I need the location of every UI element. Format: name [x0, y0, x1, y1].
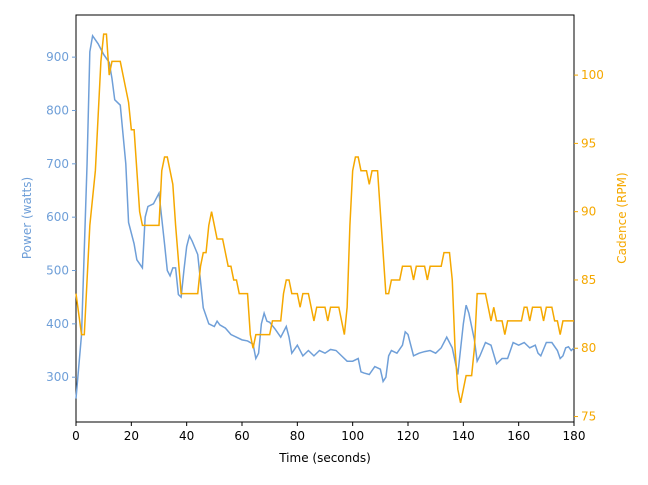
x-tick-label: 20 [124, 429, 139, 443]
x-tick-label: 160 [507, 429, 530, 443]
x-tick-label: 120 [397, 429, 420, 443]
x-tick-label: 40 [179, 429, 194, 443]
y-axis-label: Power (watts) [20, 177, 34, 259]
plot-frame [75, 14, 575, 423]
y2-axis-label: Cadence (RPM) [615, 172, 629, 263]
y2-tick-label: 90 [581, 205, 596, 219]
x-tick-label: 140 [452, 429, 475, 443]
x-tick-label: 80 [290, 429, 305, 443]
y2-tick-label: 85 [581, 273, 596, 287]
y2-tick-label: 95 [581, 136, 596, 150]
line [75, 33, 574, 404]
y-tick-label: 400 [46, 317, 69, 331]
x-tick-label: 60 [234, 429, 249, 443]
y2-tick-label: 75 [581, 410, 596, 424]
x-tick-label: 180 [563, 429, 586, 443]
y2-tick-label: 80 [581, 341, 596, 355]
y-tick-label: 700 [46, 157, 69, 171]
x-tick-label: 100 [341, 429, 364, 443]
y-tick-label: 500 [46, 264, 69, 278]
y-tick-label: 900 [46, 50, 69, 64]
line [75, 33, 575, 399]
y-tick-label: 800 [46, 103, 69, 117]
y-tick-label: 600 [46, 210, 69, 224]
y2-tick-label: 100 [581, 68, 604, 82]
y-tick-label: 300 [46, 370, 69, 384]
x-tick-label: 0 [72, 429, 80, 443]
x-axis-label: Time (seconds) [278, 451, 371, 465]
